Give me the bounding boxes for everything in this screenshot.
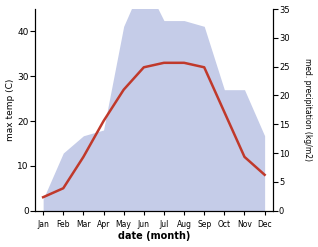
Y-axis label: med. precipitation (kg/m2): med. precipitation (kg/m2) [303,58,313,161]
X-axis label: date (month): date (month) [118,231,190,242]
Y-axis label: max temp (C): max temp (C) [5,79,15,141]
